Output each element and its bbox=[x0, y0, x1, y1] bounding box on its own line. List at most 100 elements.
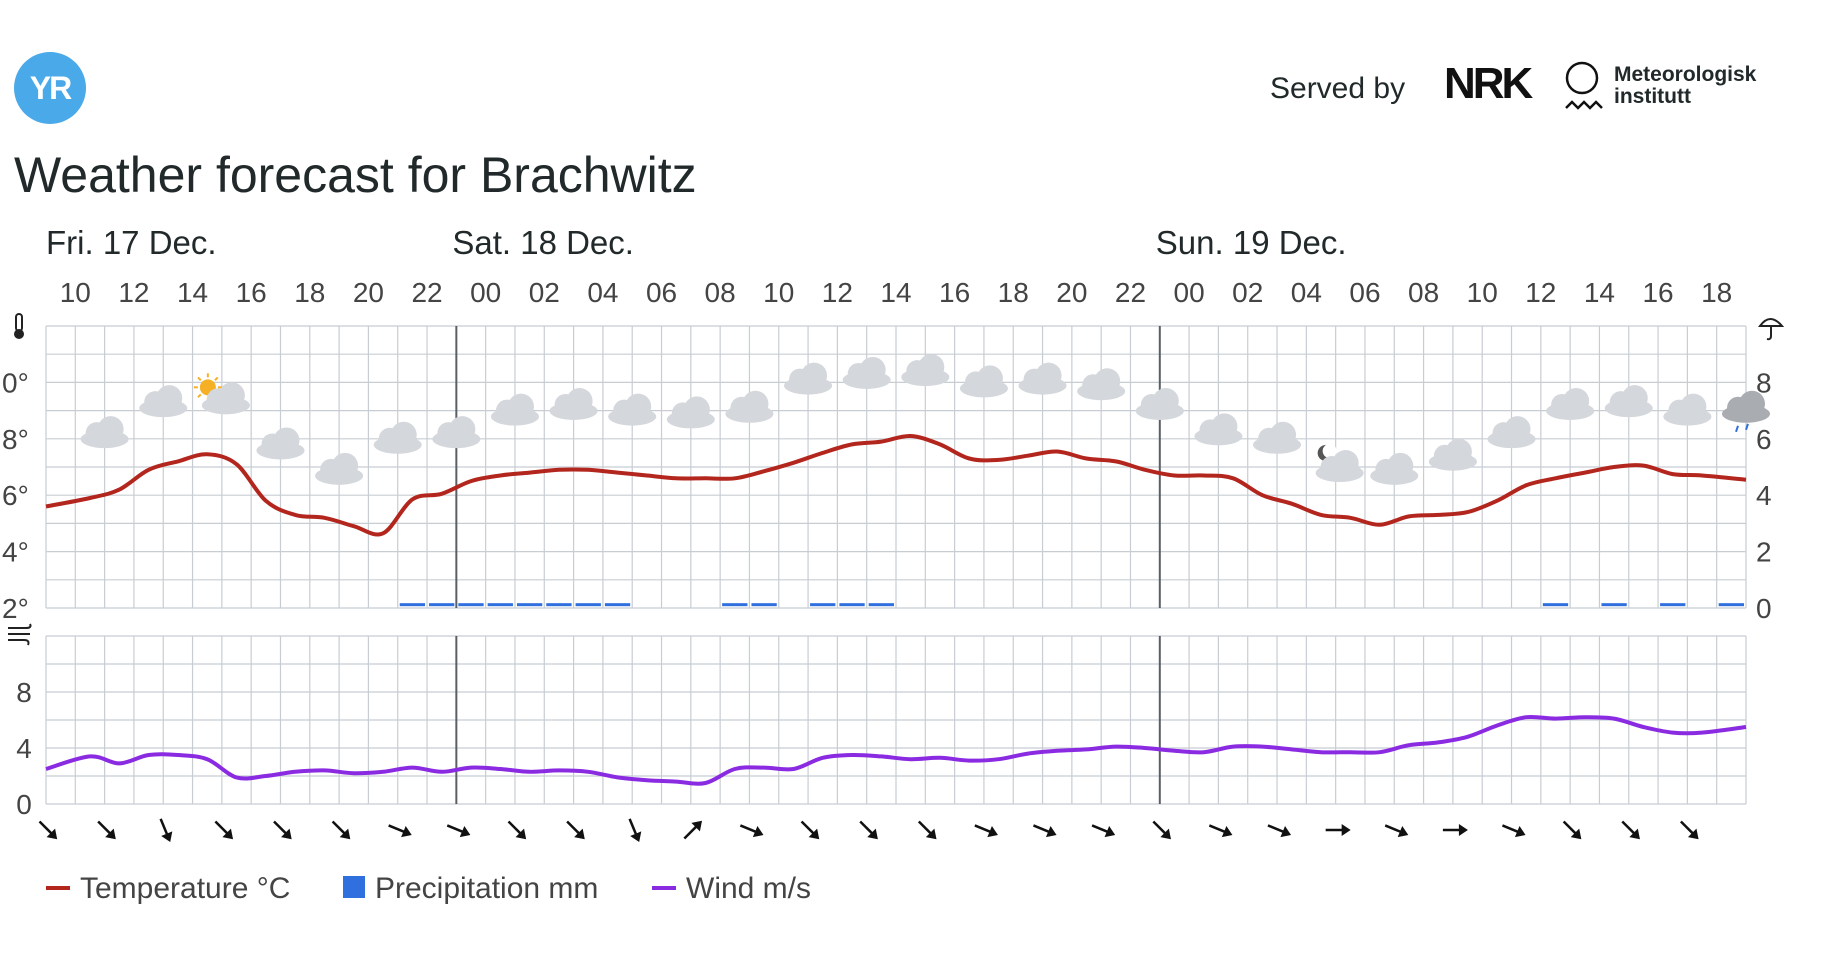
cloud-part bbox=[859, 356, 886, 383]
arrow-head bbox=[161, 831, 173, 843]
weather-icon-partly-sunny bbox=[193, 373, 250, 415]
cloud-part bbox=[273, 427, 300, 454]
wind-direction-arrow-icon bbox=[917, 820, 937, 840]
cloud-part bbox=[1094, 368, 1121, 395]
wind-direction-arrow-icon bbox=[1680, 820, 1699, 840]
precipitation-bar bbox=[399, 603, 426, 607]
hour-tick-label: 18 bbox=[294, 277, 325, 308]
arrow-head bbox=[46, 828, 58, 840]
cloud-part bbox=[1035, 362, 1062, 389]
wind-direction-arrow-icon bbox=[974, 824, 998, 838]
weather-icon-cloudy bbox=[256, 427, 305, 460]
precipitation-bar bbox=[429, 603, 455, 607]
met-logo-line2: institutt bbox=[1614, 85, 1691, 108]
wind-direction-arrow-icon bbox=[1442, 824, 1468, 836]
arrow-head bbox=[867, 828, 878, 840]
weather-icon-cloudy bbox=[139, 385, 188, 418]
wind-stroke bbox=[8, 623, 32, 629]
hour-tick-label: 06 bbox=[646, 277, 677, 308]
temperature-axis-label: 0° bbox=[2, 367, 29, 398]
precipitation-axis-label: 6 bbox=[1756, 424, 1772, 455]
hour-tick-label: 10 bbox=[763, 277, 794, 308]
sun-ray bbox=[214, 376, 219, 381]
hour-tick-label: 14 bbox=[1584, 277, 1615, 308]
arrow-head bbox=[1514, 825, 1526, 838]
hour-tick-label: 08 bbox=[705, 277, 736, 308]
precipitation-bar bbox=[1718, 603, 1744, 607]
met-logo-icon[interactable] bbox=[1562, 58, 1606, 120]
hour-tick-label: 12 bbox=[118, 277, 149, 308]
weather-icon-cloudy bbox=[1018, 362, 1067, 395]
wind-grid bbox=[45, 635, 1747, 805]
hour-tick-label: 02 bbox=[1232, 277, 1263, 308]
wind-icon bbox=[8, 623, 32, 646]
precipitation-bar bbox=[487, 603, 513, 607]
arrow-head bbox=[1629, 828, 1640, 840]
arrow-head bbox=[1160, 828, 1171, 840]
thermometer-tube bbox=[15, 313, 23, 332]
precipitation-bar bbox=[458, 603, 484, 607]
thermometer-icon bbox=[14, 313, 24, 339]
arrow-head bbox=[630, 831, 642, 843]
wind-direction-arrow-icon bbox=[1208, 824, 1233, 838]
arrow-head bbox=[515, 828, 527, 840]
cloud-part bbox=[918, 354, 945, 381]
wind-axis-label: 0 bbox=[16, 789, 32, 820]
arrow-head bbox=[459, 825, 471, 838]
wind-direction-arrow-icon bbox=[739, 824, 764, 838]
legend-wind-label: Wind m/s bbox=[686, 872, 811, 905]
cloud-part bbox=[1152, 387, 1179, 414]
wind-direction-arrow-icon bbox=[1267, 824, 1292, 838]
weather-icon-cloudy bbox=[1253, 421, 1302, 454]
arrow-head bbox=[752, 825, 764, 838]
precipitation-bar bbox=[546, 603, 572, 607]
cloud-part bbox=[1563, 387, 1590, 414]
yr-logo[interactable]: YR bbox=[14, 52, 86, 124]
precipitation-bar bbox=[751, 603, 777, 607]
wind-direction-arrow-icon bbox=[1325, 824, 1351, 836]
wind-direction-arrow-icon bbox=[628, 818, 642, 843]
arrow-head bbox=[808, 828, 820, 840]
cloud-part bbox=[1445, 438, 1472, 465]
precipitation-axis-label: 0 bbox=[1756, 593, 1772, 624]
arrow-head bbox=[1341, 824, 1351, 836]
wind-axis-label: 4 bbox=[16, 733, 32, 764]
wind-direction-arrow-icon bbox=[800, 820, 820, 840]
wind-direction-arrow-icon bbox=[859, 820, 878, 840]
cloud-part bbox=[1739, 390, 1765, 417]
temperature-axis-label: 6° bbox=[2, 480, 29, 511]
cloud-part bbox=[332, 452, 359, 479]
wind-direction-arrow-icon bbox=[446, 824, 471, 838]
weather-icon-cloudy bbox=[725, 390, 774, 423]
arrow-head bbox=[1221, 825, 1233, 838]
hour-tick-label: 18 bbox=[1701, 277, 1732, 308]
weather-icon-cloudy bbox=[1546, 387, 1595, 420]
arrow-head bbox=[1280, 825, 1292, 838]
yr-logo-text: YR bbox=[29, 69, 72, 106]
hour-tick-label: 04 bbox=[587, 277, 618, 308]
hour-tick-label: 16 bbox=[939, 277, 970, 308]
wind-direction-arrow-icon bbox=[1091, 824, 1116, 838]
cloud-part bbox=[507, 393, 534, 420]
temperature-axis-label: 4° bbox=[2, 537, 29, 568]
cloud-part bbox=[566, 387, 593, 414]
hour-tick-label: 00 bbox=[1174, 277, 1205, 308]
legend-precipitation-swatch bbox=[343, 876, 365, 898]
cloud-part bbox=[1332, 450, 1359, 476]
arrow-head bbox=[1458, 824, 1468, 836]
weather-icon-cloudy bbox=[901, 354, 950, 387]
cloud-part bbox=[97, 416, 124, 443]
rain-drop bbox=[1735, 425, 1739, 433]
weather-icon-cloudy bbox=[1604, 385, 1653, 418]
temperature-axis-label: 2° bbox=[2, 593, 29, 624]
hour-tick-label: 04 bbox=[1291, 277, 1322, 308]
precipitation-bar bbox=[1660, 603, 1686, 607]
wind-stroke bbox=[8, 639, 30, 646]
weather-icon-cloudy bbox=[1428, 438, 1477, 471]
day-label: Fri. 17 Dec. bbox=[46, 224, 217, 261]
cloud-part bbox=[742, 390, 769, 417]
wind-direction-arrow-icon bbox=[683, 820, 703, 840]
nrk-logo[interactable]: NRK bbox=[1444, 62, 1540, 104]
hour-tick-label: 08 bbox=[1408, 277, 1439, 308]
